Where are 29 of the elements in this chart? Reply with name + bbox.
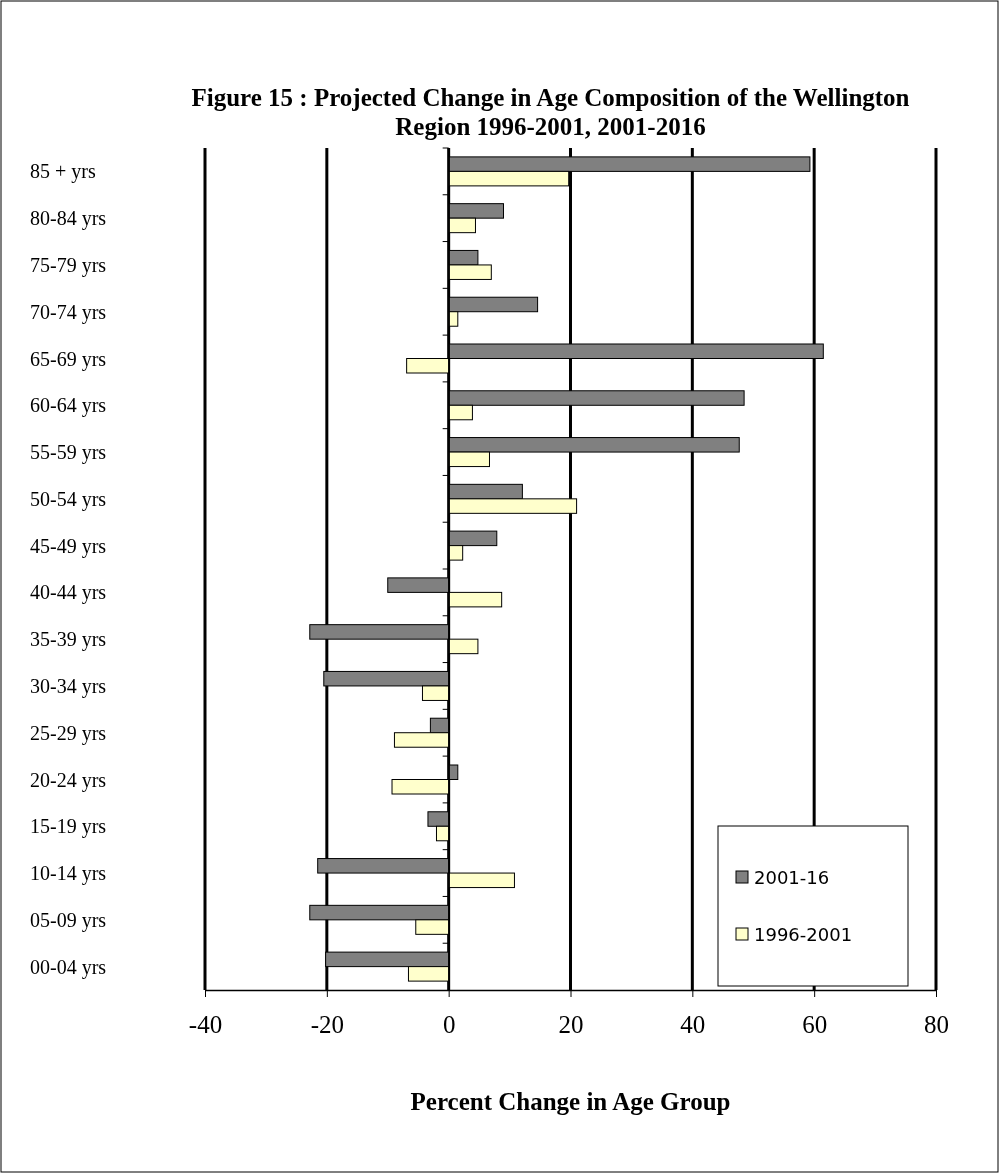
y-tick-label: 00-04 yrs — [30, 955, 107, 979]
x-tick-label: 0 — [442, 1010, 456, 1038]
x-tick-label: -20 — [310, 1010, 344, 1038]
legend-label: 1996-2001 — [754, 924, 853, 946]
chart-title: Figure 15 : Projected Change in Age Composition of the Wellington Region 1996-2001, 2001-2016 — [191, 84, 910, 140]
y-tick-label: 30-34 yrs — [30, 674, 107, 698]
y-tick-label: 75-79 yrs — [30, 253, 107, 277]
y-tick-label: 40-44 yrs — [30, 581, 107, 605]
y-tick-label: 60-64 yrs — [30, 394, 107, 418]
y-tick-label: 35-39 yrs — [30, 628, 107, 652]
x-tick-label: 20 — [558, 1010, 584, 1038]
y-tick-label: 85 + yrs — [30, 160, 96, 184]
y-tick-label: 80-84 yrs — [30, 207, 107, 231]
x-axis-title: Percent Change in Age Group — [410, 1088, 731, 1115]
y-tick-label: 20-24 yrs — [30, 768, 107, 792]
x-tick-label: 80 — [924, 1010, 949, 1038]
x-tick-label: 60 — [802, 1010, 828, 1038]
y-tick-label: 05-09 yrs — [30, 908, 107, 932]
y-tick-label: 65-69 yrs — [30, 347, 107, 371]
y-tick-label: 15-19 yrs — [30, 815, 107, 839]
y-tick-label: 45-49 yrs — [30, 534, 107, 558]
y-tick-label: 50-54 yrs — [30, 487, 107, 511]
legend-label: 2001-16 — [754, 867, 830, 889]
y-tick-label: 10-14 yrs — [30, 862, 107, 886]
y-tick-label: 70-74 yrs — [30, 300, 107, 324]
x-tick-label: 40 — [680, 1010, 706, 1038]
x-tick-label: -40 — [188, 1010, 223, 1038]
y-tick-label: 55-59 yrs — [30, 441, 107, 465]
y-tick-label: 25-29 yrs — [30, 721, 107, 745]
